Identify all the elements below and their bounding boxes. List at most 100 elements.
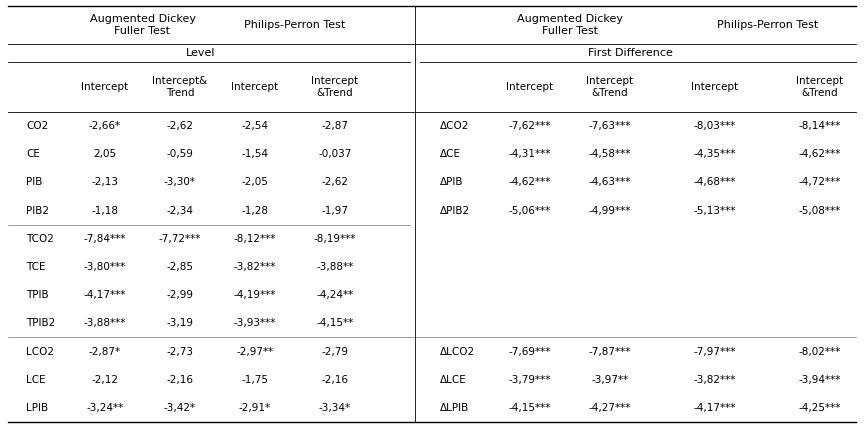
Text: Intercept: Intercept (232, 82, 278, 92)
Text: -1,54: -1,54 (242, 149, 269, 159)
Text: ΔLCE: ΔLCE (440, 375, 467, 385)
Text: -0,59: -0,59 (167, 149, 194, 159)
Text: -3,97**: -3,97** (591, 375, 629, 385)
Text: -8,02***: -8,02*** (799, 347, 842, 357)
Text: -2,66*: -2,66* (89, 121, 121, 131)
Text: PIB: PIB (26, 178, 42, 187)
Text: -2,73: -2,73 (167, 347, 194, 357)
Text: Intercept: Intercept (506, 82, 554, 92)
Text: -1,18: -1,18 (92, 205, 118, 216)
Text: -8,03***: -8,03*** (694, 121, 736, 131)
Text: -3,88**: -3,88** (316, 262, 353, 272)
Text: -2,13: -2,13 (92, 178, 118, 187)
Text: -2,91*: -2,91* (239, 403, 271, 413)
Text: -2,87: -2,87 (321, 121, 348, 131)
Text: LCE: LCE (26, 375, 46, 385)
Text: -2,99: -2,99 (167, 290, 194, 300)
Text: TCO2: TCO2 (26, 234, 54, 244)
Text: -3,42*: -3,42* (164, 403, 196, 413)
Text: -4,15**: -4,15** (316, 318, 353, 328)
Text: -8,12***: -8,12*** (234, 234, 276, 244)
Text: -4,17***: -4,17*** (694, 403, 736, 413)
Text: -3,19: -3,19 (167, 318, 194, 328)
Text: CE: CE (26, 149, 40, 159)
Text: ΔCO2: ΔCO2 (440, 121, 469, 131)
Text: -1,75: -1,75 (242, 375, 269, 385)
Text: -3,94***: -3,94*** (799, 375, 842, 385)
Text: -2,12: -2,12 (92, 375, 118, 385)
Text: -2,16: -2,16 (321, 375, 348, 385)
Text: -3,93***: -3,93*** (234, 318, 276, 328)
Text: TPIB2: TPIB2 (26, 318, 55, 328)
Text: -8,14***: -8,14*** (799, 121, 842, 131)
Text: -4,25***: -4,25*** (799, 403, 842, 413)
Text: -4,99***: -4,99*** (588, 205, 632, 216)
Text: Intercept
&Trend: Intercept &Trend (311, 76, 359, 98)
Text: -4,63***: -4,63*** (588, 178, 632, 187)
Text: Intercept
&Trend: Intercept &Trend (797, 76, 843, 98)
Text: -7,87***: -7,87*** (588, 347, 632, 357)
Text: LCO2: LCO2 (26, 347, 54, 357)
Text: -3,79***: -3,79*** (509, 375, 551, 385)
Text: -2,85: -2,85 (167, 262, 194, 272)
Text: TCE: TCE (26, 262, 46, 272)
Text: -7,97***: -7,97*** (694, 347, 736, 357)
Text: -4,72***: -4,72*** (799, 178, 842, 187)
Text: Intercept&
Trend: Intercept& Trend (152, 76, 207, 98)
Text: Philips-Perron Test: Philips-Perron Test (245, 20, 346, 30)
Text: -3,34*: -3,34* (319, 403, 351, 413)
Text: Augmented Dickey
Fuller Test: Augmented Dickey Fuller Test (517, 14, 623, 36)
Text: -8,19***: -8,19*** (314, 234, 356, 244)
Text: -3,82***: -3,82*** (694, 375, 736, 385)
Text: -3,82***: -3,82*** (234, 262, 276, 272)
Text: -2,05: -2,05 (242, 178, 269, 187)
Text: -7,84***: -7,84*** (84, 234, 126, 244)
Text: -4,35***: -4,35*** (694, 149, 736, 159)
Text: -4,15***: -4,15*** (509, 403, 551, 413)
Text: Level: Level (186, 48, 215, 58)
Text: -4,19***: -4,19*** (234, 290, 276, 300)
Text: -3,80***: -3,80*** (84, 262, 126, 272)
Text: -4,62***: -4,62*** (799, 149, 842, 159)
Text: -2,87*: -2,87* (89, 347, 121, 357)
Text: -3,24**: -3,24** (86, 403, 124, 413)
Text: Intercept: Intercept (81, 82, 129, 92)
Text: -4,27***: -4,27*** (588, 403, 632, 413)
Text: -2,16: -2,16 (167, 375, 194, 385)
Text: -1,97: -1,97 (321, 205, 348, 216)
Text: -0,037: -0,037 (318, 149, 352, 159)
Text: ΔLPIB: ΔLPIB (440, 403, 469, 413)
Text: PIB2: PIB2 (26, 205, 49, 216)
Text: ΔPIB: ΔPIB (440, 178, 463, 187)
Text: ΔPIB2: ΔPIB2 (440, 205, 470, 216)
Text: -4,62***: -4,62*** (509, 178, 551, 187)
Text: -4,58***: -4,58*** (588, 149, 632, 159)
Text: -4,31***: -4,31*** (509, 149, 551, 159)
Text: Philips-Perron Test: Philips-Perron Test (717, 20, 818, 30)
Text: -2,34: -2,34 (167, 205, 194, 216)
Text: -2,54: -2,54 (242, 121, 269, 131)
Text: -7,63***: -7,63*** (588, 121, 632, 131)
Text: LPIB: LPIB (26, 403, 48, 413)
Text: -5,13***: -5,13*** (694, 205, 736, 216)
Text: -4,17***: -4,17*** (84, 290, 126, 300)
Text: -2,62: -2,62 (167, 121, 194, 131)
Text: -1,28: -1,28 (242, 205, 269, 216)
Text: -5,06***: -5,06*** (509, 205, 551, 216)
Text: -7,62***: -7,62*** (509, 121, 551, 131)
Text: 2,05: 2,05 (93, 149, 117, 159)
Text: -7,69***: -7,69*** (509, 347, 551, 357)
Text: -3,88***: -3,88*** (84, 318, 126, 328)
Text: TPIB: TPIB (26, 290, 48, 300)
Text: CO2: CO2 (26, 121, 48, 131)
Text: -2,62: -2,62 (321, 178, 348, 187)
Text: Intercept
&Trend: Intercept &Trend (587, 76, 633, 98)
Text: ΔLCO2: ΔLCO2 (440, 347, 475, 357)
Text: -3,30*: -3,30* (164, 178, 196, 187)
Text: -7,72***: -7,72*** (159, 234, 201, 244)
Text: Augmented Dickey
Fuller Test: Augmented Dickey Fuller Test (90, 14, 195, 36)
Text: -2,79: -2,79 (321, 347, 348, 357)
Text: Intercept: Intercept (691, 82, 739, 92)
Text: First Difference: First Difference (588, 48, 672, 58)
Text: ΔCE: ΔCE (440, 149, 461, 159)
